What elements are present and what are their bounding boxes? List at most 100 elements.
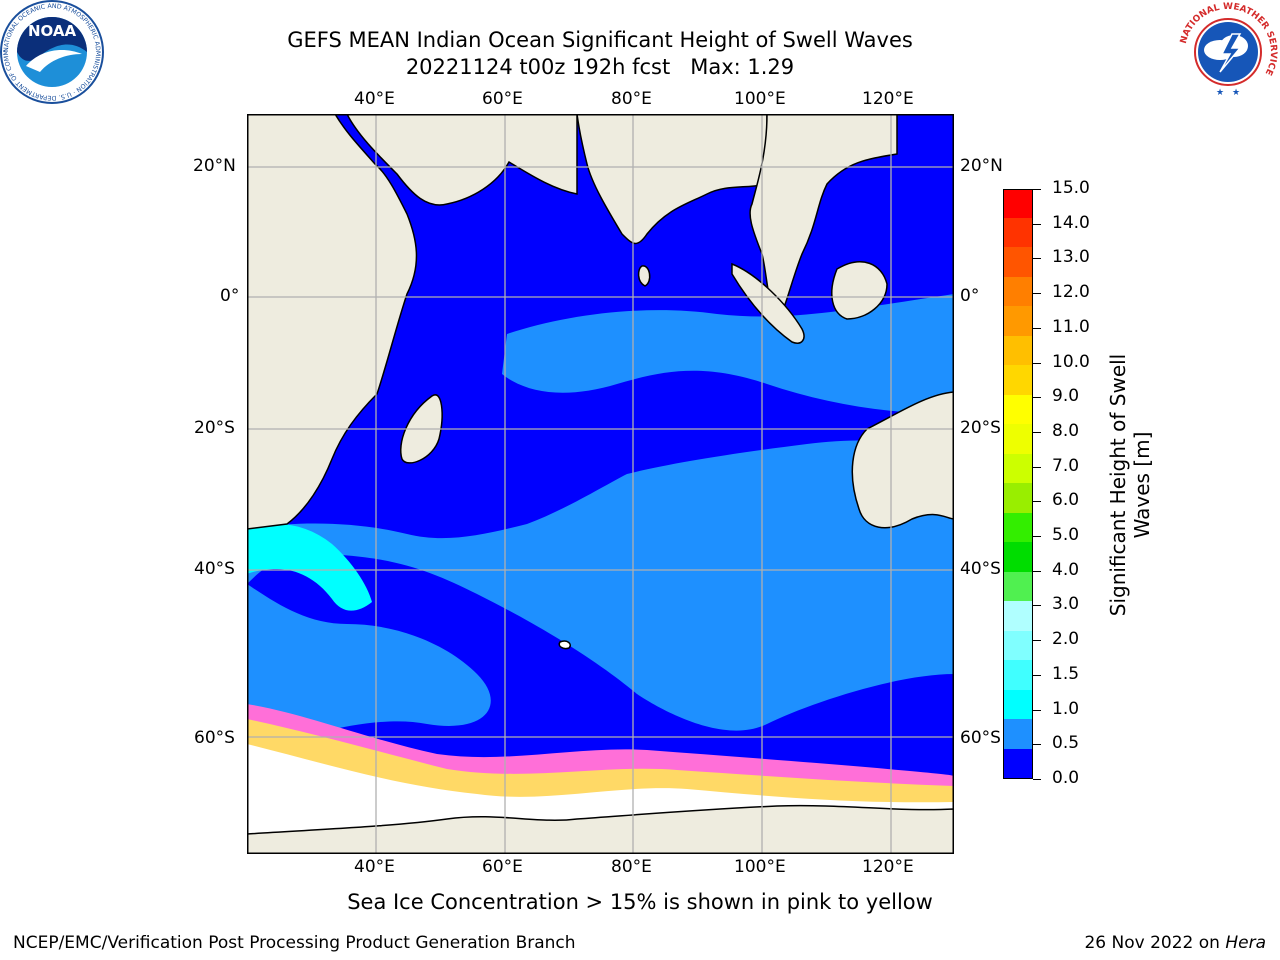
colorbar-segment	[1004, 718, 1032, 749]
lon-label-bottom: 120°E	[862, 857, 914, 877]
colorbar-segment	[1004, 423, 1032, 454]
chart-subtitle: 20221124 t00z 192h fcst Max: 1.29	[405, 55, 795, 79]
swell-band-0-5m	[247, 584, 491, 754]
svg-text:★: ★	[1232, 88, 1240, 98]
colorbar-tick	[1033, 744, 1041, 745]
colorbar-tick-label: 1.0	[1052, 699, 1080, 719]
lon-label-top: 40°E	[354, 89, 395, 109]
footer-host: Hera	[1225, 933, 1266, 953]
swell-band-0-5m	[502, 294, 954, 414]
colorbar-tick-label: 12.0	[1052, 282, 1090, 302]
lat-label-right: 40°S	[960, 559, 1001, 579]
colorbar-segment	[1004, 217, 1032, 247]
colorbar-tick	[1033, 432, 1041, 433]
noaa-logo-icon: NATIONAL OCEANIC AND ATMOSPHERIC ADMINIS…	[0, 0, 104, 104]
colorbar	[1003, 189, 1033, 779]
colorbar-segment	[1004, 571, 1032, 601]
lat-label-left: 20°S	[194, 418, 235, 438]
colorbar-tick	[1033, 536, 1041, 537]
lon-label-top: 60°E	[482, 89, 523, 109]
colorbar-tick-label: 1.5	[1052, 664, 1080, 684]
colorbar-tick-label: 10.0	[1052, 352, 1090, 372]
lon-label-top: 80°E	[611, 89, 652, 109]
colorbar-segment	[1004, 364, 1032, 395]
colorbar-segment	[1004, 630, 1032, 660]
colorbar-tick-label: 9.0	[1052, 386, 1080, 406]
swell-band-1m	[247, 524, 372, 611]
colorbar-tick	[1033, 397, 1041, 398]
lon-label-bottom: 60°E	[482, 857, 523, 877]
land-antarctica	[247, 804, 954, 854]
colorbar-segment	[1004, 689, 1032, 719]
colorbar-tick	[1033, 258, 1041, 259]
colorbar-tick-label: 3.0	[1052, 594, 1080, 614]
svg-text:★: ★	[1216, 88, 1224, 98]
colorbar-tick-label: 15.0	[1052, 178, 1090, 198]
colorbar-segment	[1004, 453, 1032, 483]
lon-label-bottom: 100°E	[734, 857, 786, 877]
colorbar-segment	[1004, 541, 1032, 572]
colorbar-tick-label: 8.0	[1052, 421, 1080, 441]
lat-label-right: 20°S	[960, 418, 1001, 438]
map-panel	[247, 114, 954, 854]
graticule	[247, 114, 954, 854]
colorbar-tick-label: 2.0	[1052, 629, 1080, 649]
footer-date-text: 26 Nov 2022 on	[1084, 933, 1226, 953]
sea-ice-caption: Sea Ice Concentration > 15% is shown in …	[347, 890, 933, 914]
swell-band-0-5m	[247, 440, 954, 731]
colorbar-tick-label: 4.0	[1052, 560, 1080, 580]
colorbar-title-line1: Significant Height of Swell	[1106, 353, 1130, 617]
colorbar-segment	[1004, 659, 1032, 690]
colorbar-tick	[1033, 779, 1041, 780]
colorbar-tick	[1033, 501, 1041, 502]
chart-title: GEFS MEAN Indian Ocean Significant Heigh…	[287, 28, 913, 52]
colorbar-tick	[1033, 675, 1041, 676]
colorbar-segment	[1004, 600, 1032, 631]
land-africa	[247, 114, 418, 530]
colorbar-tick	[1033, 189, 1041, 190]
colorbar-segment	[1004, 246, 1032, 277]
lon-label-bottom: 40°E	[354, 857, 395, 877]
land-srilanka	[637, 265, 651, 287]
colorbar-tick-label: 6.0	[1052, 490, 1080, 510]
colorbar-tick-label: 0.5	[1052, 733, 1080, 753]
colorbar-segment	[1004, 748, 1032, 778]
colorbar-tick	[1033, 571, 1041, 572]
colorbar-tick	[1033, 640, 1041, 641]
lat-label-left: 40°S	[194, 559, 235, 579]
colorbar-tick-label: 14.0	[1052, 213, 1090, 233]
colorbar-title: Significant Height of Swell Waves [m]	[1106, 354, 1154, 616]
lat-label-right: 60°S	[960, 728, 1001, 748]
colorbar-tick	[1033, 363, 1041, 364]
lat-label-right: 0°	[960, 286, 980, 306]
lat-label-left: 20°N	[193, 156, 236, 176]
land-borneo	[831, 261, 888, 320]
lat-label-left: 0°	[220, 286, 240, 306]
colorbar-tick	[1033, 605, 1041, 606]
colorbar-tick	[1033, 293, 1041, 294]
colorbar-tick-label: 5.0	[1052, 525, 1080, 545]
nws-logo-icon: NATIONAL WEATHER SERVICE ★ ★	[1178, 2, 1278, 102]
colorbar-segment	[1004, 305, 1032, 336]
colorbar-tick	[1033, 710, 1041, 711]
footer-date: 26 Nov 2022 on Hera	[1084, 933, 1266, 953]
colorbar-segment	[1004, 512, 1032, 542]
land-arabia	[346, 114, 578, 206]
lon-label-bottom: 80°E	[611, 857, 652, 877]
colorbar-tick-label: 0.0	[1052, 768, 1080, 788]
colorbar-tick-label: 11.0	[1052, 317, 1090, 337]
colorbar-tick-label: 13.0	[1052, 247, 1090, 267]
colorbar-segment	[1004, 276, 1032, 306]
lon-label-top: 120°E	[862, 89, 914, 109]
colorbar-title-line2: Waves [m]	[1130, 431, 1154, 539]
colorbar-tick	[1033, 328, 1041, 329]
colorbar-tick-label: 7.0	[1052, 456, 1080, 476]
colorbar-segment	[1004, 190, 1032, 218]
lat-label-right: 20°N	[960, 156, 1003, 176]
lat-label-left: 60°S	[194, 728, 235, 748]
colorbar-segment	[1004, 482, 1032, 513]
land-australia	[851, 391, 954, 529]
land-sumatra	[731, 262, 805, 344]
noaa-logo-text: NOAA	[28, 22, 77, 40]
land-kerguelen	[558, 640, 572, 650]
